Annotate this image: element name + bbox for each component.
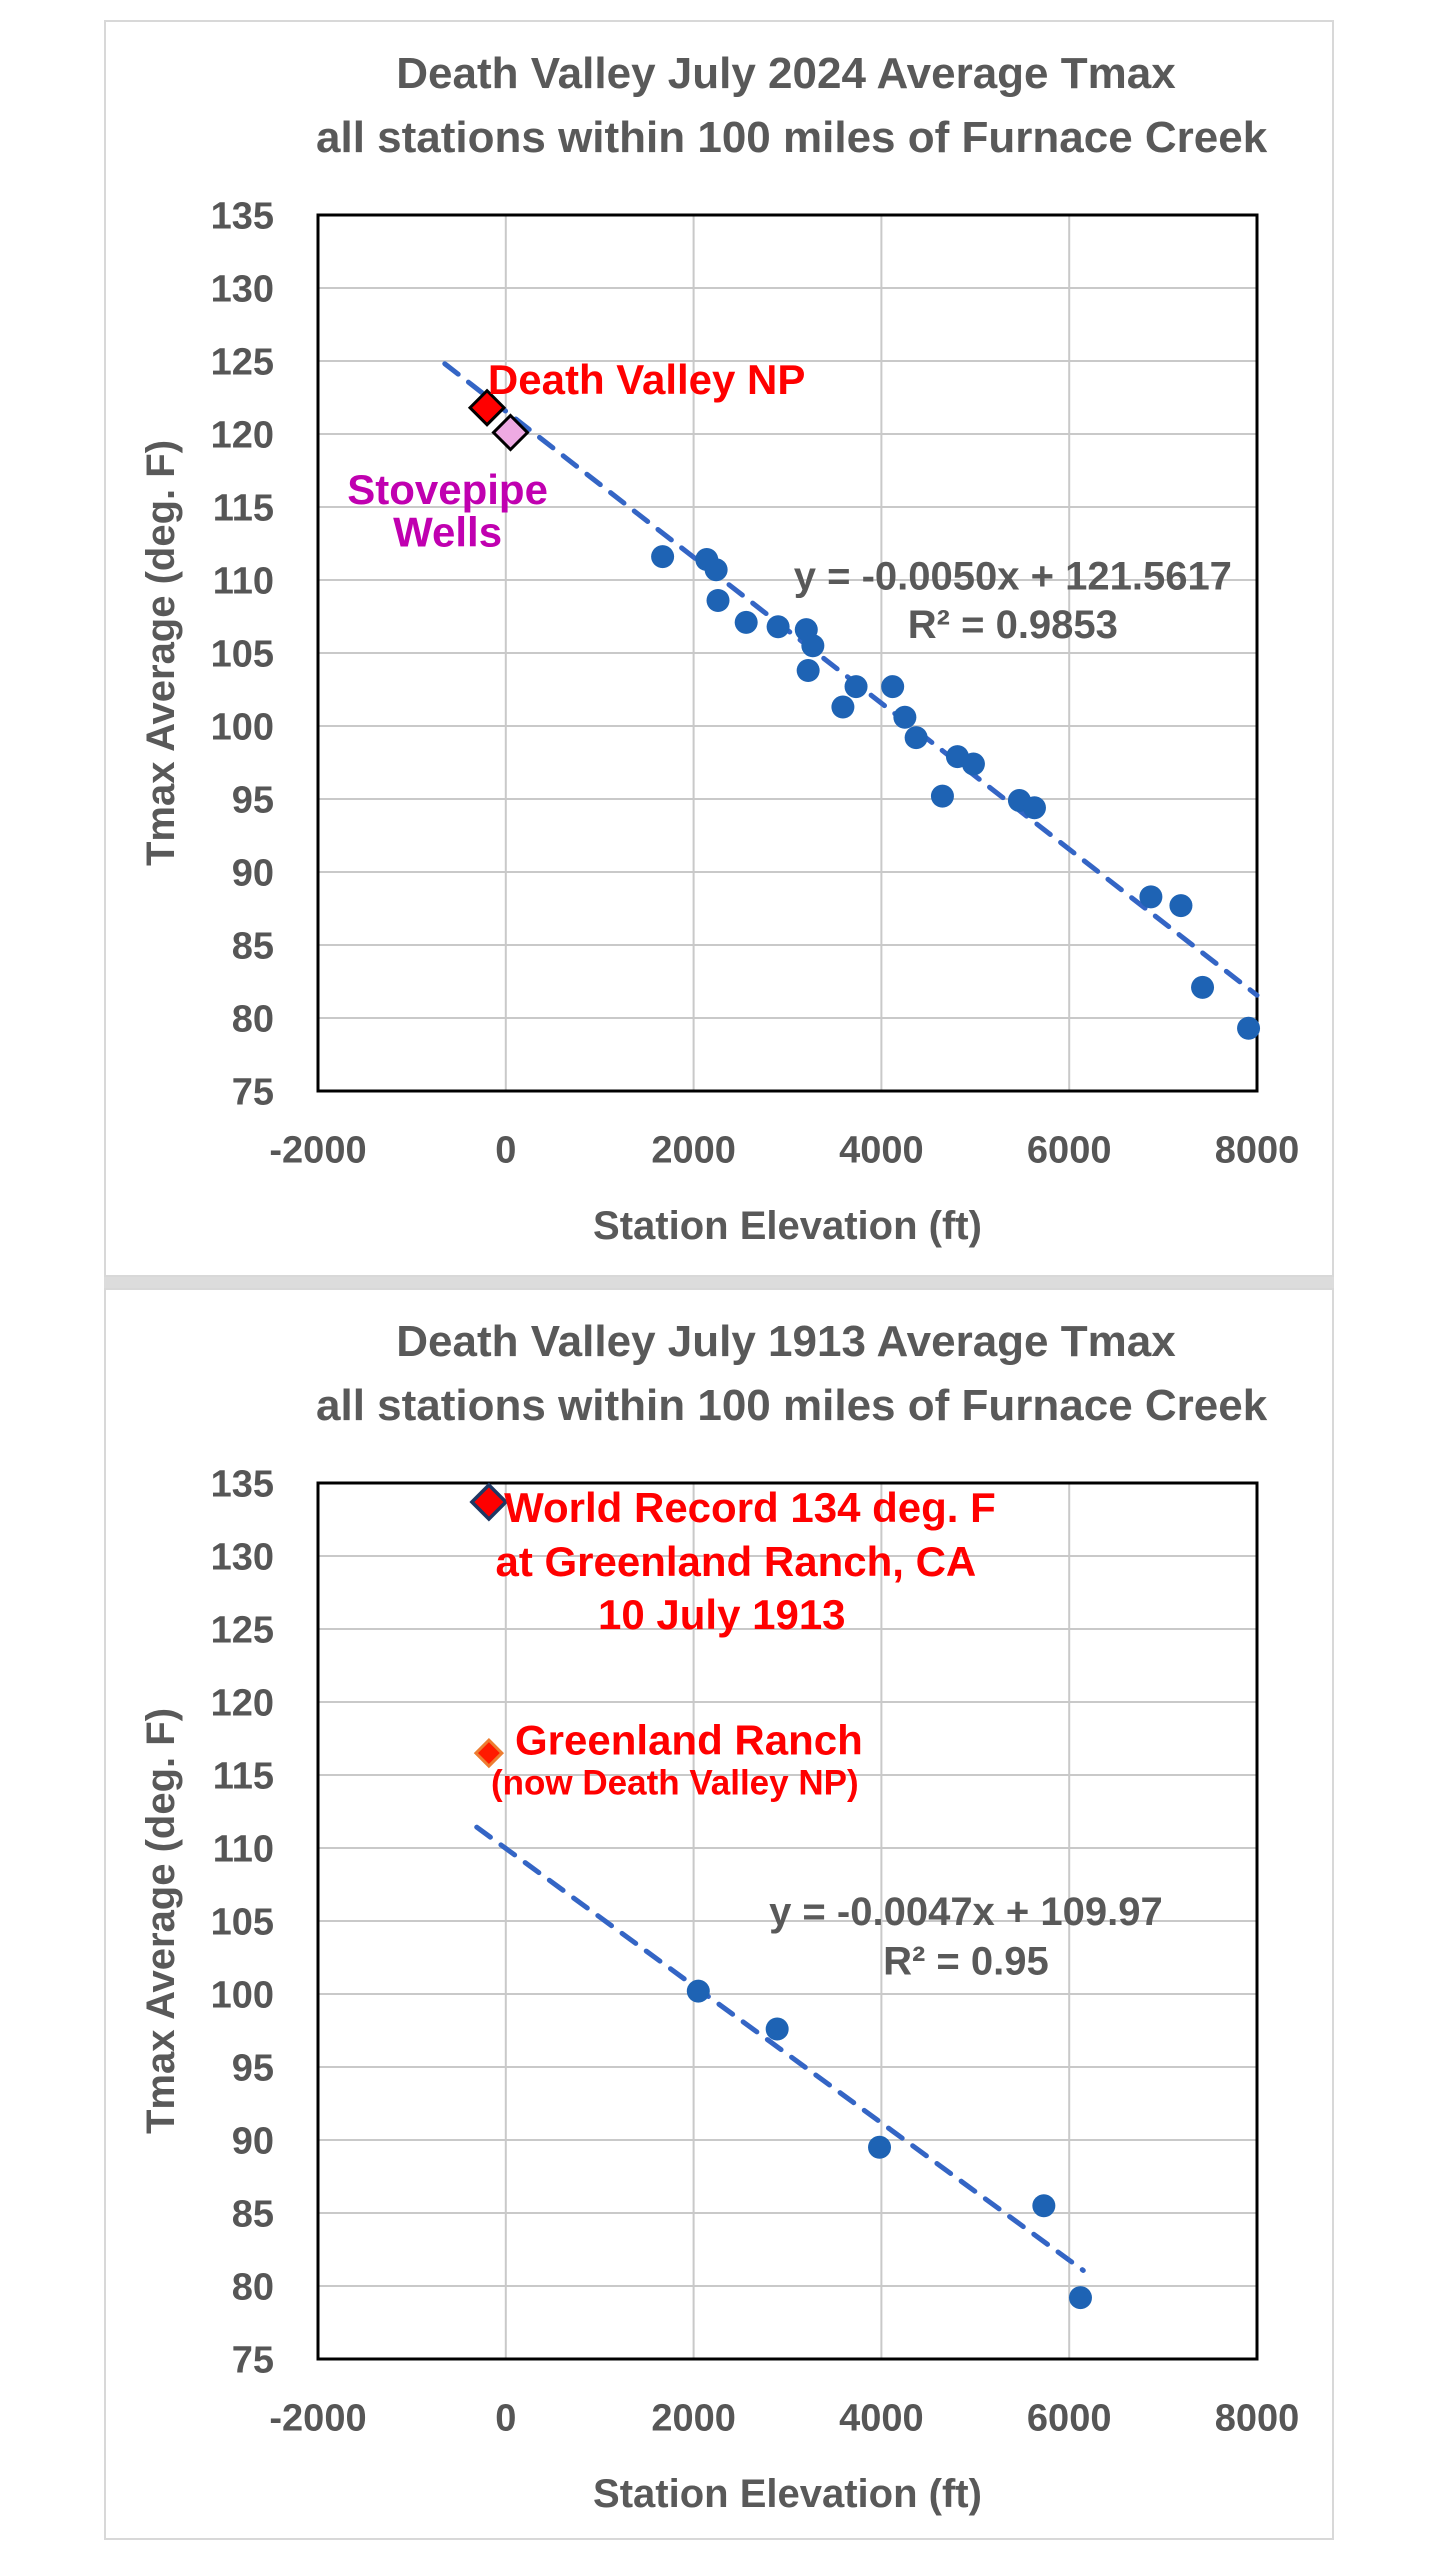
y-tick-label: 80 <box>232 998 274 1040</box>
scatter-point <box>930 784 954 808</box>
scatter-point <box>831 695 855 719</box>
scatter-point <box>904 726 928 750</box>
y-tick-label: 80 <box>232 2266 274 2308</box>
plot-border <box>316 1481 1259 2361</box>
scatter-point <box>1169 894 1193 918</box>
label-world-record-line2: at Greenland Ranch, CA <box>495 1538 976 1585</box>
y-tick-label: 85 <box>232 2193 274 2235</box>
chart-title-2024: Death Valley July 2024 Average Tmax all … <box>316 42 1268 170</box>
x-tick-label: -2000 <box>269 1129 366 1171</box>
y-tick-label: 105 <box>211 1901 274 1943</box>
scatter-point <box>844 675 868 699</box>
label-stovepipe-line2: Wells <box>393 509 502 556</box>
scatter-chart-1913: World Record 134 deg. F at Greenland Ranc… <box>139 1463 1300 2516</box>
y-tick-label: 130 <box>211 268 274 310</box>
y-axis-title: Tmax Average (deg. F) <box>139 1708 183 2134</box>
label-world-record-line3: 10 July 1913 <box>598 1591 846 1638</box>
y-tick-label: 110 <box>213 1828 274 1870</box>
chart-title-line2: all stations within 100 miles of Furnace… <box>316 113 1268 162</box>
diamond-marker <box>473 1737 505 1769</box>
x-axis-title: Station Elevation (ft) <box>593 1204 982 1248</box>
panel-divider <box>104 1277 1334 1288</box>
y-tick-label: 95 <box>232 2047 274 2089</box>
x-tick-label: 8000 <box>1215 2397 1300 2439</box>
scatter-point <box>686 1979 710 2003</box>
x-axis-title: Station Elevation (ft) <box>593 2472 982 2516</box>
y-tick-label: 105 <box>211 633 274 675</box>
y-tick-label: 135 <box>211 1463 274 1505</box>
trendline-r2: R² = 0.95 <box>883 1939 1049 1983</box>
y-tick-label: 75 <box>232 1071 274 1113</box>
x-tick-label: 0 <box>495 2397 516 2439</box>
x-tick-label: 2000 <box>651 2397 736 2439</box>
y-tick-label: 115 <box>213 1755 274 1797</box>
scatter-point <box>1068 2286 1092 2310</box>
chart-panel-2024: Death Valley July 2024 Average Tmax all … <box>104 20 1334 1277</box>
label-greenland-ranch: Greenland Ranch <box>515 1717 863 1764</box>
y-tick-label: 125 <box>211 1609 274 1651</box>
y-tick-label: 90 <box>232 2120 274 2162</box>
x-tick-label: -2000 <box>269 2397 366 2439</box>
scatter-point <box>1022 796 1046 820</box>
scatter-point <box>796 659 820 683</box>
chart-title-line1: Death Valley July 2024 Average Tmax <box>396 49 1176 98</box>
y-tick-label: 85 <box>232 925 274 967</box>
y-tick-label: 100 <box>211 706 274 748</box>
label-death-valley-np: Death Valley NP <box>488 356 805 403</box>
x-tick-label: 8000 <box>1215 1129 1300 1171</box>
y-tick-label: 115 <box>213 487 274 529</box>
scatter-point <box>1139 885 1163 909</box>
y-tick-label: 110 <box>213 560 274 602</box>
y-tick-label: 95 <box>232 779 274 821</box>
scatter-point <box>766 615 790 639</box>
x-tick-label: 0 <box>495 1129 516 1171</box>
scatter-point <box>961 752 985 776</box>
scatter-point <box>1237 1016 1261 1040</box>
trendline-r2: R² = 0.9853 <box>908 603 1118 647</box>
chart-title-1913: Death Valley July 1913 Average Tmax all … <box>316 1310 1268 1438</box>
scatter-point <box>868 2135 892 2159</box>
diamond-marker <box>467 388 507 427</box>
label-world-record-line1: World Record 134 deg. F <box>504 1484 996 1531</box>
y-tick-label: 125 <box>211 341 274 383</box>
y-axis-title: Tmax Average (deg. F) <box>139 440 183 866</box>
chart-title-line1: Death Valley July 1913 Average Tmax <box>396 1317 1176 1366</box>
x-tick-label: 6000 <box>1027 1129 1112 1171</box>
scatter-point <box>651 545 675 569</box>
scatter-point <box>893 705 917 729</box>
scatter-point <box>1191 975 1215 999</box>
scatter-point <box>706 588 730 612</box>
scatter-point <box>1032 2194 1056 2218</box>
trendline-dashed <box>474 1824 1086 2273</box>
x-tick-label: 4000 <box>839 2397 924 2439</box>
scatter-point <box>765 2017 789 2041</box>
x-tick-label: 2000 <box>651 1129 736 1171</box>
chart-title-line2: all stations within 100 miles of Furnace… <box>316 1381 1268 1430</box>
y-tick-label: 90 <box>232 852 274 894</box>
y-tick-label: 75 <box>232 2339 274 2381</box>
label-stovepipe-line1: Stovepipe <box>347 466 548 513</box>
scatter-point <box>881 675 905 699</box>
y-tick-label: 120 <box>211 414 274 456</box>
y-tick-label: 100 <box>211 1974 274 2016</box>
x-tick-label: 6000 <box>1027 2397 1112 2439</box>
plot-border <box>316 213 1259 1093</box>
y-tick-label: 135 <box>211 195 274 237</box>
label-greenland-ranch-sub: (now Death Valley NP) <box>491 1764 859 1803</box>
trendline-equation: y = -0.0050x + 121.5617 <box>794 555 1232 599</box>
scatter-point <box>801 634 825 658</box>
x-tick-label: 4000 <box>839 1129 924 1171</box>
diamond-marker <box>469 1482 509 1522</box>
scatter-point <box>704 558 728 582</box>
y-tick-label: 120 <box>211 1682 274 1724</box>
diamond-marker <box>491 413 530 452</box>
y-tick-label: 130 <box>211 1536 274 1578</box>
chart-panel-1913: Death Valley July 1913 Average Tmax all … <box>104 1288 1334 2540</box>
scatter-point <box>734 610 758 634</box>
trendline-equation: y = -0.0047x + 109.97 <box>769 1890 1163 1934</box>
